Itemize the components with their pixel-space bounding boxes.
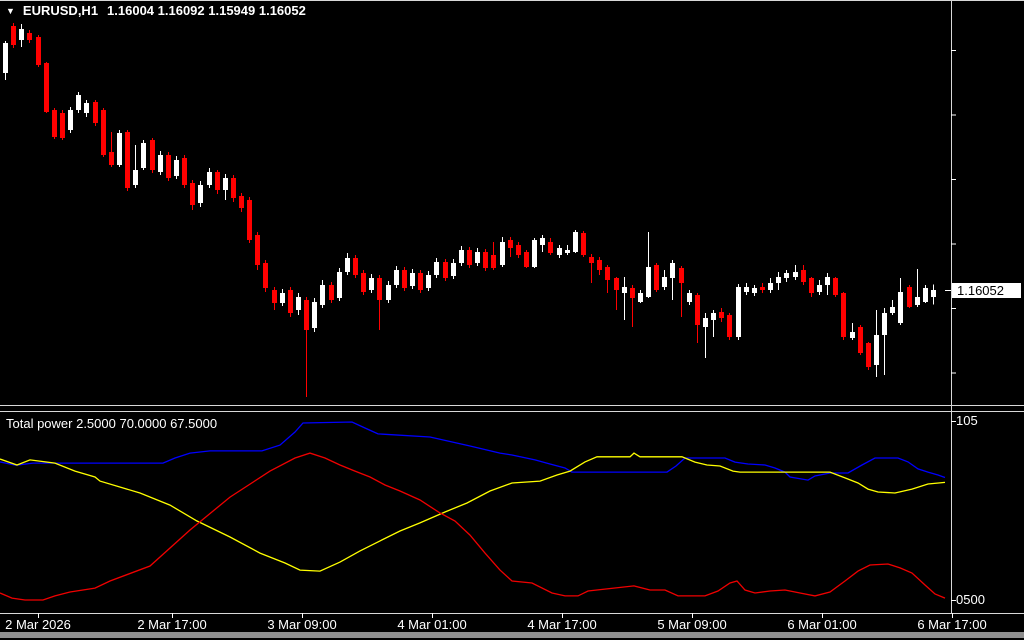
time-axis-label: 5 Mar 09:00 bbox=[657, 617, 727, 632]
window-bottom-edge bbox=[0, 632, 1024, 638]
indicator-title: Total power 2.5000 70.0000 67.5000 bbox=[6, 416, 218, 431]
time-axis-label: 4 Mar 01:00 bbox=[397, 617, 467, 632]
chart-header: ▼ EURUSD,H1 1.16004 1.16092 1.15949 1.16… bbox=[6, 3, 306, 18]
ohlc-values: 1.16004 1.16092 1.15949 1.16052 bbox=[107, 3, 306, 18]
time-axis[interactable]: 2 Mar 2026 2 Mar 17:00 3 Mar 09:00 4 Mar 01… bbox=[0, 614, 1024, 632]
indicator-scale-label: 0500 bbox=[956, 592, 985, 607]
time-axis-label: 6 Mar 01:00 bbox=[787, 617, 857, 632]
time-axis-label: 3 Mar 09:00 bbox=[267, 617, 337, 632]
time-axis-label: 4 Mar 17:00 bbox=[527, 617, 597, 632]
current-price-tag: 1.16052 bbox=[952, 283, 1021, 298]
symbol-dropdown-icon[interactable]: ▼ bbox=[6, 5, 15, 16]
symbol-title: EURUSD,H1 bbox=[22, 3, 99, 18]
time-axis-label: 6 Mar 17:00 bbox=[917, 617, 987, 632]
time-axis-label: 2 Mar 2026 bbox=[5, 617, 71, 632]
indicator-scale-axis[interactable]: 105 0500 bbox=[952, 412, 1024, 612]
indicator-scale-label: 105 bbox=[956, 413, 978, 428]
time-axis-label: 2 Mar 17:00 bbox=[137, 617, 207, 632]
